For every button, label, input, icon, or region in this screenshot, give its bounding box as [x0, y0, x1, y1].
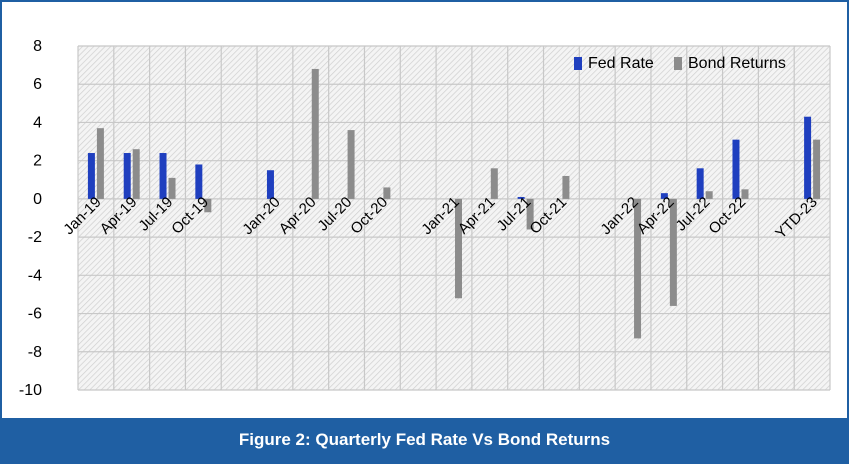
bar-fed-rate — [159, 153, 167, 199]
plot-background — [78, 46, 830, 390]
bar-bond-returns — [168, 177, 176, 199]
bar-fed-rate — [517, 196, 525, 199]
bar-bond-returns — [669, 198, 677, 306]
bar-fed-rate — [660, 193, 668, 199]
chart-area: 8 6 4 2 0 -2 -4 -6 -8 -10 Jan-19 Apr-19 Jul-19 Oct-1… — [2, 2, 847, 418]
bar-fed-rate — [87, 153, 95, 199]
bar-bond-returns — [96, 128, 104, 199]
bar-fed-rate — [266, 170, 274, 199]
bar-bond-returns — [347, 130, 355, 199]
bar-bond-returns — [526, 198, 534, 230]
bar-fed-rate — [696, 168, 704, 199]
bar-fed-rate — [123, 153, 131, 199]
y-tick-label: 4 — [33, 114, 42, 131]
y-tick-label: 2 — [33, 153, 42, 170]
y-tick-label: -8 — [28, 344, 42, 361]
bar-bond-returns — [383, 187, 391, 199]
y-tick-label: -4 — [28, 267, 42, 284]
figure-caption: Figure 2: Quarterly Fed Rate Vs Bond Ret… — [2, 418, 847, 462]
legend-label: Fed Rate — [588, 55, 654, 72]
y-tick-label: -10 — [19, 382, 42, 399]
legend-swatch — [574, 57, 582, 70]
bar-bond-returns — [562, 175, 570, 199]
bar-fed-rate — [195, 164, 203, 199]
y-tick-label: 6 — [33, 76, 42, 93]
legend-label: Bond Returns — [688, 55, 786, 72]
y-tick-label: -6 — [28, 306, 42, 323]
bar-fed-rate — [732, 139, 740, 199]
bar-bond-returns — [490, 168, 498, 199]
bar-bond-returns — [204, 198, 212, 213]
bar-bond-returns — [813, 139, 821, 199]
bar-bond-returns — [455, 198, 462, 299]
bar-bond-returns — [311, 68, 319, 199]
y-tick-label: 8 — [33, 38, 42, 55]
bar-bond-returns — [705, 191, 713, 199]
bar-bond-returns — [132, 149, 140, 199]
y-tick-label: 0 — [33, 191, 42, 208]
bar-bond-returns — [634, 198, 642, 339]
legend-swatch — [674, 57, 682, 70]
bar-bond-returns — [741, 189, 749, 199]
y-tick-label: -2 — [28, 229, 42, 246]
bar-fed-rate — [804, 116, 812, 199]
